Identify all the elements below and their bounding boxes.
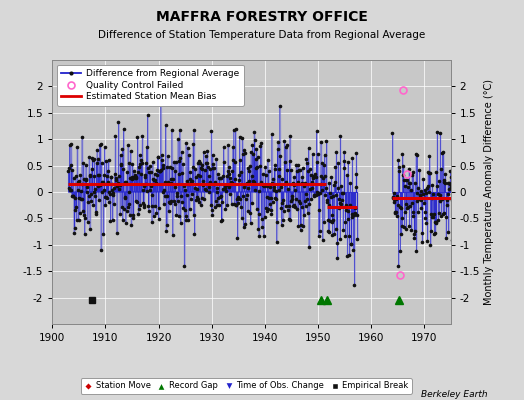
Text: Difference of Station Temperature Data from Regional Average: Difference of Station Temperature Data f… <box>99 30 425 40</box>
Text: Berkeley Earth: Berkeley Earth <box>421 390 487 399</box>
Legend: Difference from Regional Average, Quality Control Failed, Estimated Station Mean: Difference from Regional Average, Qualit… <box>57 64 244 106</box>
Y-axis label: Monthly Temperature Anomaly Difference (°C): Monthly Temperature Anomaly Difference (… <box>484 79 494 305</box>
Text: MAFFRA FORESTRY OFFICE: MAFFRA FORESTRY OFFICE <box>156 10 368 24</box>
Legend: Station Move, Record Gap, Time of Obs. Change, Empirical Break: Station Move, Record Gap, Time of Obs. C… <box>81 378 412 394</box>
